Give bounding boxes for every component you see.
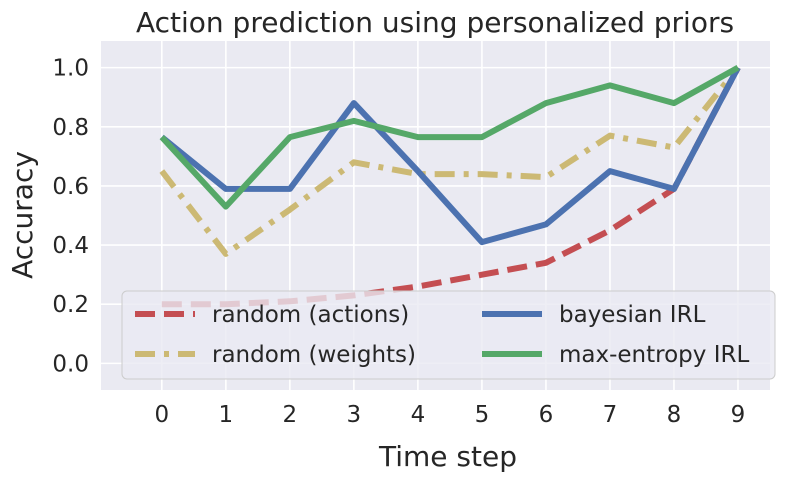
y-tick-label: 0.4 xyxy=(52,233,89,259)
x-axis-label: Time step xyxy=(378,440,517,473)
legend-box xyxy=(121,290,776,380)
tick-labels: 0.0 0.2 0.4 0.6 0.8 1.0 0 1 2 3 4 5 6 7 8 9 xyxy=(52,56,745,428)
y-tick-label: 1.0 xyxy=(52,56,89,82)
x-tick-label: 3 xyxy=(347,402,362,428)
series-line-random-weights xyxy=(159,65,741,257)
series-line-bayesian-irl xyxy=(159,66,741,246)
y-tick-label: 0.8 xyxy=(52,115,89,141)
x-tick-label: 4 xyxy=(411,402,426,428)
chart-title: Action prediction using personalized pri… xyxy=(136,6,734,39)
x-tick-label: 5 xyxy=(475,402,490,428)
x-tick-label: 1 xyxy=(219,402,234,428)
legend-label: random (weights) xyxy=(212,342,416,368)
legend-label: bayesian IRL xyxy=(559,302,706,328)
series-line-max-entropy-irl xyxy=(159,64,740,210)
y-tick-label: 0.2 xyxy=(52,292,89,318)
x-tick-label: 6 xyxy=(539,402,554,428)
legend-items: random (actions) random (weights) bayesian… xyxy=(135,302,749,368)
legend-label: random (actions) xyxy=(212,302,409,328)
legend: random (actions) random (weights) bayesian… xyxy=(121,290,776,380)
legend-label: max-entropy IRL xyxy=(559,342,749,368)
y-axis-label: Accuracy xyxy=(6,151,39,279)
x-tick-label: 7 xyxy=(603,402,618,428)
x-tick-label: 0 xyxy=(154,402,169,428)
x-tick-label: 8 xyxy=(667,402,682,428)
x-tick-label: 2 xyxy=(283,402,298,428)
y-tick-label: 0.0 xyxy=(52,351,89,377)
y-tick-label: 0.6 xyxy=(52,174,89,200)
x-tick-label: 9 xyxy=(731,402,746,428)
